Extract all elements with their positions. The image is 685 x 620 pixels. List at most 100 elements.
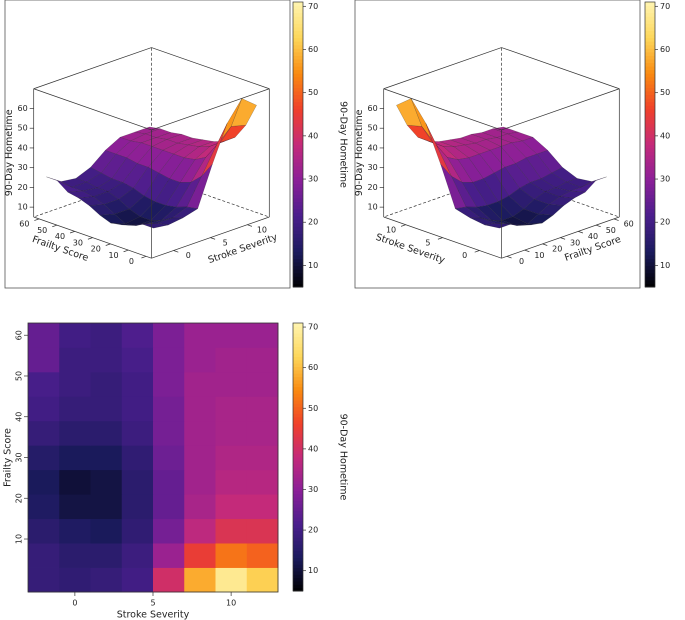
z-tick-label: 50 <box>368 124 378 133</box>
colorbar-label: 90-Day Hometime <box>338 101 349 188</box>
colorbar-tick-label: 60 <box>308 45 318 54</box>
colorbar-segment <box>645 59 655 64</box>
y-tick-label: 60 <box>624 220 634 229</box>
colorbar-segment <box>293 400 303 404</box>
colorbar-segment <box>293 584 303 589</box>
colorbar-segment <box>293 577 303 582</box>
colorbar-tick-label: 70 <box>660 2 670 11</box>
y-tick <box>560 237 566 240</box>
colorbar-segment <box>293 333 303 337</box>
colorbar-segment <box>293 493 303 498</box>
colorbar-segment <box>293 165 303 170</box>
colorbar-segment <box>293 140 303 145</box>
colorbar-segment <box>293 258 303 263</box>
colorbar-segment <box>293 101 303 106</box>
colorbar-segment <box>645 76 655 81</box>
colorbar-segment <box>293 276 303 281</box>
y-tick <box>52 224 58 228</box>
colorbar-segment <box>293 87 303 92</box>
heatmap-cell <box>28 494 60 520</box>
colorbar-segment <box>645 254 655 259</box>
heatmap-cell <box>184 371 216 397</box>
heatmap-cell <box>215 323 248 348</box>
colorbar-segment <box>293 151 303 156</box>
colorbar-segment <box>293 183 303 188</box>
colorbar-segment <box>293 144 303 149</box>
colorbar-segment <box>293 426 303 431</box>
colorbar-segment <box>293 353 303 357</box>
colorbar-segment <box>293 406 303 411</box>
heatmap-cell <box>246 347 279 373</box>
heatmap-cell <box>246 469 279 495</box>
colorbar-segment <box>645 169 655 174</box>
colorbar-segment <box>645 240 655 245</box>
colorbar-segment <box>293 69 303 74</box>
colorbar-segment <box>293 453 303 458</box>
colorbar-segment <box>293 346 303 351</box>
colorbar-segment <box>293 564 303 569</box>
heatmap-cell <box>59 347 91 373</box>
colorbar-segment <box>293 386 303 391</box>
colorbar-segment <box>645 51 655 56</box>
colorbar-segment <box>293 416 303 421</box>
heatmap-cell <box>121 494 154 520</box>
heatmap-cell <box>153 396 185 422</box>
x-tick-label: 10 <box>257 225 267 234</box>
colorbar-segment <box>293 507 303 512</box>
colorbar-segment <box>293 41 303 46</box>
heatmap-cell <box>59 371 91 397</box>
z-tick-label: 60 <box>18 104 28 113</box>
y-tick-label: 30 <box>15 452 24 462</box>
panel-frame <box>354 0 641 289</box>
colorbar-segment <box>293 9 303 14</box>
heatmap-cell <box>184 347 216 373</box>
colorbar-segment <box>293 169 303 174</box>
colorbar-segment <box>645 219 655 224</box>
colorbar-segment <box>293 12 303 17</box>
colorbar-segment <box>645 222 655 227</box>
colorbar-segment <box>293 187 303 192</box>
heatmap-cell <box>153 518 185 544</box>
colorbar-segment <box>645 48 655 53</box>
colorbar-segment <box>293 158 303 163</box>
colorbar-segment <box>293 376 303 381</box>
colorbar-segment <box>293 48 303 53</box>
colorbar-segment <box>645 262 655 267</box>
colorbar-segment <box>293 123 303 128</box>
colorbar-segment <box>645 133 655 138</box>
heatmap-cell <box>153 323 185 348</box>
heatmap-cell <box>215 518 248 544</box>
colorbar-frame <box>292 1 304 288</box>
colorbar-segment <box>293 403 303 408</box>
colorbar-segment <box>293 269 303 274</box>
colorbar-segment <box>293 180 303 185</box>
colorbar-frame <box>292 322 304 592</box>
colorbar-segment <box>293 544 303 548</box>
x-tick-label: 10 <box>226 599 236 608</box>
colorbar-segment <box>293 487 303 491</box>
colorbar-segment <box>293 443 303 448</box>
colorbar-segment <box>293 197 303 202</box>
colorbar-segment <box>293 83 303 88</box>
heatmap-cell <box>90 494 123 520</box>
colorbar-segment <box>293 369 303 374</box>
colorbar-segment <box>293 413 303 418</box>
colorbar-segment <box>645 148 655 153</box>
colorbar-segment <box>645 279 655 284</box>
heatmap-cell <box>121 347 154 373</box>
heatmap-cell <box>153 445 185 471</box>
box-edge <box>151 47 270 90</box>
colorbar-segment <box>645 215 655 220</box>
heatmap-cell <box>59 469 91 495</box>
colorbar-segment <box>293 219 303 224</box>
x-axis-label: Stroke Severity <box>207 232 279 266</box>
colorbar-segment <box>293 265 303 270</box>
colorbar-segment <box>293 363 303 368</box>
colorbar-segment <box>293 251 303 256</box>
colorbar-segment <box>293 580 303 585</box>
heatmap-cell <box>246 567 279 593</box>
colorbar-segment <box>293 155 303 160</box>
x-tick <box>210 237 216 240</box>
colorbar-segment <box>293 423 303 428</box>
colorbar-segment <box>645 190 655 195</box>
